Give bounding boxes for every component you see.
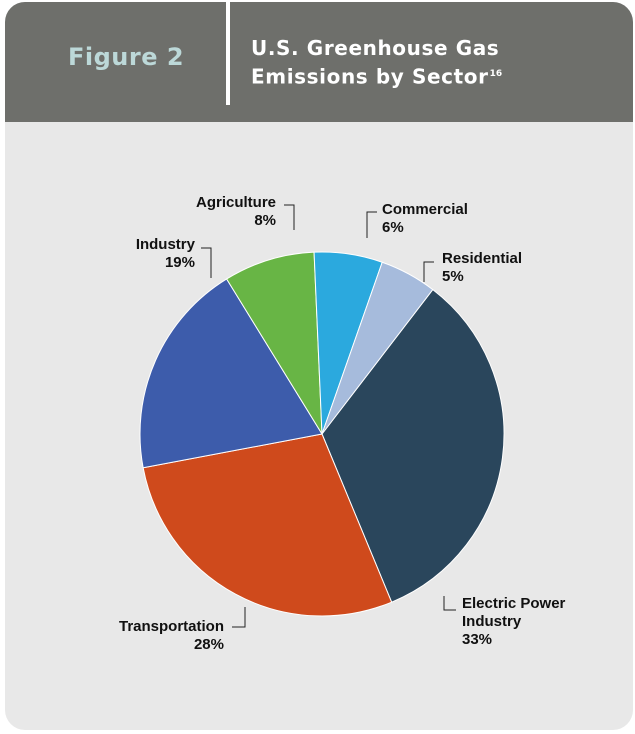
slice-percent-label: 19% xyxy=(165,254,195,271)
pie-slice-transportation xyxy=(142,433,393,617)
slice-name-label: Industry xyxy=(462,613,522,630)
pie-slices xyxy=(139,251,505,617)
pie-slice-electric-power-industry xyxy=(321,289,505,603)
slice-percent-label: 28% xyxy=(194,636,224,653)
footnote-marker: 16 xyxy=(489,69,503,79)
leader-line xyxy=(366,211,377,238)
leader-line xyxy=(201,247,212,278)
leader-line xyxy=(232,607,246,628)
figure-number: Figure 2 xyxy=(68,43,185,71)
header-divider xyxy=(226,2,230,105)
slice-name-label: Electric Power xyxy=(462,595,566,612)
slice-name-label: Commercial xyxy=(382,201,468,218)
slice-name-label: Agriculture xyxy=(196,194,276,211)
leader-line xyxy=(443,596,456,611)
slice-percent-label: 8% xyxy=(254,212,276,229)
slice-percent-label: 6% xyxy=(382,219,404,236)
slice-name-label: Residential xyxy=(442,250,522,267)
leader-lines xyxy=(201,204,456,628)
slice-labels: Electric PowerIndustry33%Transportation2… xyxy=(119,194,566,653)
pie-slice-industry xyxy=(139,278,323,469)
slice-name-label: Transportation xyxy=(119,618,224,635)
slice-name-label: Industry xyxy=(136,236,196,253)
leader-line xyxy=(423,261,434,282)
pie-slice-agriculture xyxy=(226,251,323,435)
slice-percent-label: 5% xyxy=(442,268,464,285)
leader-line xyxy=(284,204,295,230)
figure-header: Figure 2 U.S. Greenhouse Gas Emissions b… xyxy=(5,2,633,122)
pie-slice-residential xyxy=(321,261,434,435)
figure-title-text: U.S. Greenhouse Gas Emissions by Sector xyxy=(251,36,500,89)
figure-title: U.S. Greenhouse Gas Emissions by Sector1… xyxy=(251,35,621,90)
slice-percent-label: 33% xyxy=(462,631,492,648)
